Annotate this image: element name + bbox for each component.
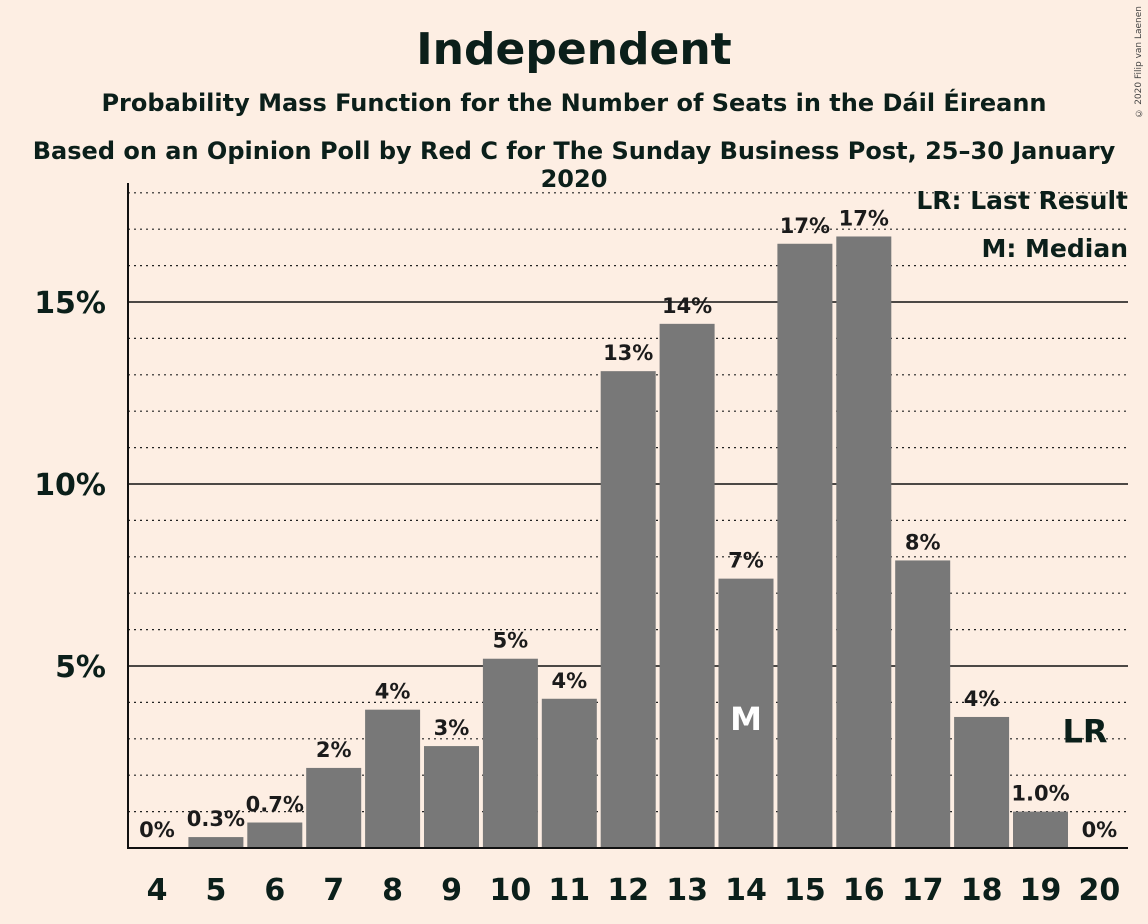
bar	[954, 716, 1010, 848]
bar-value-label: 5%	[493, 629, 529, 653]
chart-title: Independent	[416, 24, 732, 75]
x-tick-label: 13	[666, 873, 708, 908]
bar-value-label: 0%	[1082, 818, 1118, 842]
bar-value-label: 3%	[434, 716, 470, 740]
legend-median: M: Median	[981, 234, 1128, 263]
bar	[424, 746, 479, 848]
bars	[188, 236, 1068, 849]
x-tick-label: 10	[490, 873, 532, 908]
bar	[777, 243, 833, 848]
bar	[188, 837, 244, 848]
bar	[659, 323, 715, 849]
bar-value-label: 4%	[375, 680, 411, 704]
bar-value-label: 0%	[139, 818, 175, 842]
x-tick-label: 4	[147, 873, 168, 908]
y-tick-label: 10%	[34, 468, 106, 503]
bar-value-label: 17%	[780, 214, 830, 238]
x-tick-label: 12	[607, 873, 649, 908]
bar	[365, 709, 421, 848]
bar-value-label: 4%	[964, 687, 1000, 711]
legend-last-result: LR: Last Result	[916, 186, 1128, 215]
median-marker: M	[730, 700, 762, 738]
bar	[541, 698, 597, 848]
x-tick-label: 7	[323, 873, 344, 908]
bar	[306, 767, 362, 848]
chart-subtitle: Probability Mass Function for the Number…	[101, 89, 1047, 117]
labels: 5% 10% 15% 0% 4 0.3% 5 0.7% 6 2% 7 4% 8 3% 9 5% 10 4% 11 13…	[34, 206, 1120, 908]
bar-value-label: 7%	[728, 549, 764, 573]
bar	[600, 371, 656, 848]
y-tick-label: 15%	[34, 286, 106, 321]
bar	[482, 658, 538, 848]
chart-source-subtitle: Based on an Opinion Poll by Red C for Th…	[32, 137, 1116, 193]
x-tick-label: 18	[961, 873, 1003, 908]
x-tick-label: 8	[382, 873, 403, 908]
x-tick-label: 17	[902, 873, 944, 908]
axes	[127, 183, 1128, 849]
bar	[247, 822, 303, 848]
y-tick-label: 5%	[55, 650, 106, 685]
bar-value-label: 8%	[905, 530, 941, 554]
bar	[836, 236, 892, 849]
legend: LR: Last Result M: Median	[916, 186, 1128, 263]
bar-value-label: 1.0%	[1011, 782, 1069, 806]
x-tick-label: 6	[264, 873, 285, 908]
bar-value-label: 4%	[551, 669, 587, 693]
bar-value-label: 17%	[839, 206, 889, 230]
bar-value-label: 0.7%	[246, 793, 304, 817]
bar-value-label: 13%	[603, 341, 653, 365]
bar	[895, 560, 951, 848]
bar-value-label: 14%	[662, 294, 712, 318]
x-tick-label: 16	[843, 873, 885, 908]
x-tick-label: 19	[1020, 873, 1062, 908]
x-tick-label: 11	[548, 873, 590, 908]
bar-value-label: 0.3%	[187, 807, 245, 831]
last-result-marker: LR	[1063, 713, 1108, 751]
bar	[718, 578, 774, 848]
x-tick-label: 15	[784, 873, 826, 908]
x-tick-label: 14	[725, 873, 767, 908]
x-tick-label: 9	[441, 873, 462, 908]
bar	[1013, 811, 1068, 848]
x-tick-label: 20	[1079, 873, 1121, 908]
x-tick-label: 5	[205, 873, 226, 908]
bar-value-label: 2%	[316, 738, 352, 762]
